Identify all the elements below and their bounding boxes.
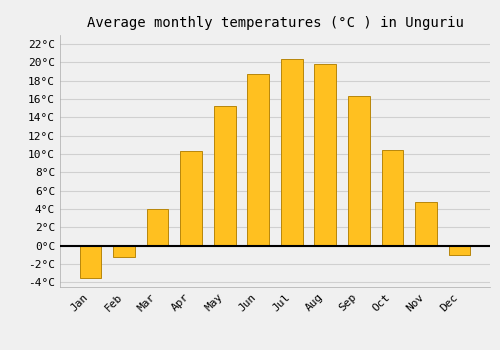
- Title: Average monthly temperatures (°C ) in Unguriu: Average monthly temperatures (°C ) in Un…: [86, 16, 464, 30]
- Bar: [382, 149, 404, 246]
- Bar: [180, 152, 202, 246]
- Bar: [348, 96, 370, 246]
- Bar: [281, 59, 302, 246]
- Bar: [113, 246, 135, 257]
- Bar: [80, 246, 102, 278]
- Bar: [248, 75, 269, 246]
- Bar: [214, 106, 236, 246]
- Bar: [448, 246, 470, 255]
- Bar: [314, 64, 336, 246]
- Bar: [415, 202, 437, 246]
- Bar: [146, 209, 169, 246]
